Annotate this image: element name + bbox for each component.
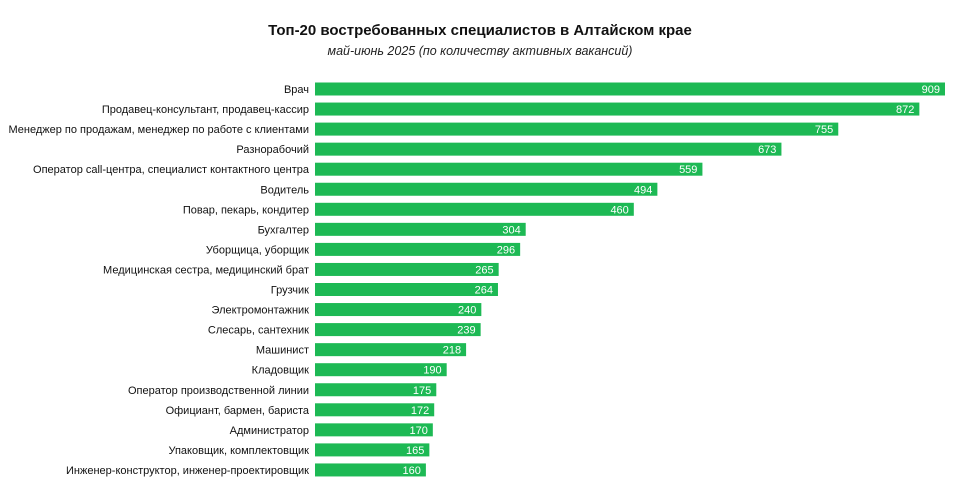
category-label: Официант, бармен, бариста: [166, 405, 310, 417]
value-label: 240: [458, 305, 476, 317]
value-label: 494: [634, 184, 652, 196]
bar: [315, 283, 498, 296]
value-label: 872: [896, 104, 914, 116]
bar: [315, 383, 437, 397]
bar: [315, 323, 481, 337]
bar: [315, 443, 430, 457]
bar: [315, 463, 426, 477]
bar: [315, 82, 945, 96]
category-label: Врач: [284, 84, 309, 96]
category-label: Продавец-консультант, продавец-кассир: [102, 104, 309, 116]
bar: [315, 403, 435, 417]
bar: [315, 262, 499, 276]
value-label: 755: [815, 124, 833, 136]
category-label: Медицинская сестра, медицинский брат: [103, 264, 309, 276]
category-label: Повар, пекарь, кондитер: [183, 204, 309, 216]
value-label: 673: [758, 144, 776, 156]
bar: [315, 102, 920, 116]
bar: [315, 202, 634, 216]
category-label: Упаковщик, комплектовщик: [168, 445, 309, 457]
value-label: 190: [423, 365, 441, 377]
chart-title: Топ-20 востребованных специалистов в Алт…: [268, 22, 692, 39]
category-label: Бухгалтер: [258, 224, 309, 236]
value-label: 165: [406, 445, 424, 457]
bar: [315, 142, 782, 156]
category-label: Оператор call-центра, специалист контакт…: [33, 164, 310, 176]
category-label: Машинист: [256, 345, 309, 357]
value-label: 460: [610, 204, 628, 216]
category-label: Водитель: [260, 184, 309, 196]
category-label: Менеджер по продажам, менеджер по работе…: [8, 124, 309, 136]
bar: [315, 343, 467, 357]
value-label: 170: [409, 425, 427, 437]
value-label: 160: [403, 465, 421, 477]
bar: [315, 182, 658, 196]
bar: [315, 222, 526, 236]
bar: [315, 122, 839, 136]
bar: [315, 242, 521, 256]
value-label: 264: [475, 285, 493, 297]
category-label: Оператор производственной линии: [128, 385, 309, 397]
category-label: Инженер-конструктор, инженер-проектировщ…: [66, 465, 309, 477]
category-label: Слесарь, сантехник: [208, 325, 309, 337]
value-label: 296: [497, 244, 515, 256]
value-label: 909: [922, 84, 940, 96]
chart-subtitle: май-июнь 2025 (по количеству активных ва…: [327, 44, 633, 58]
bar: [315, 303, 482, 317]
bar: [315, 363, 447, 377]
category-label: Разнорабочий: [236, 144, 309, 156]
category-label: Электромонтажник: [212, 305, 310, 317]
category-label: Грузчик: [271, 285, 309, 297]
value-label: 304: [502, 224, 520, 236]
value-label: 265: [475, 264, 493, 276]
value-label: 175: [413, 385, 431, 397]
category-label: Администратор: [230, 425, 309, 437]
value-label: 218: [443, 345, 461, 357]
bar: [315, 423, 433, 437]
category-label: Уборщица, уборщик: [206, 244, 309, 256]
value-label: 239: [457, 325, 475, 337]
value-label: 559: [679, 164, 697, 176]
value-label: 172: [411, 405, 429, 417]
bar: [315, 162, 703, 176]
category-label: Кладовщик: [252, 365, 310, 377]
